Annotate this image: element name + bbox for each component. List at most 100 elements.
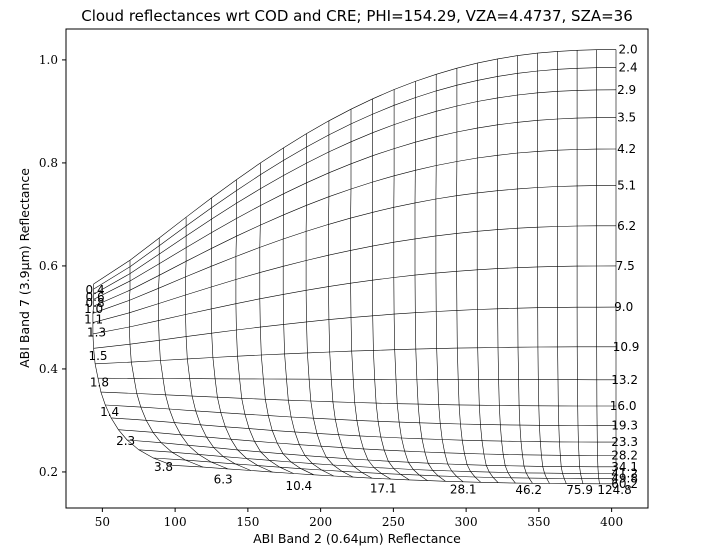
radius-label: 2.9 <box>617 83 636 97</box>
radius-label: 19.3 <box>611 419 638 433</box>
optical-depth-curve <box>372 98 410 481</box>
radius-curve <box>93 117 617 300</box>
radius-curve <box>118 429 616 456</box>
y-axis-label: ABI Band 7 (3.9μm) Reflectance <box>17 168 32 368</box>
radius-label: 28.2 <box>611 448 638 462</box>
x-tick-label: 400 <box>600 515 623 529</box>
radius-label: 9.0 <box>614 300 633 314</box>
radius-label: 60.2 <box>611 477 638 491</box>
optical-depth-curve <box>129 260 204 468</box>
optical-depth-curve <box>393 89 428 481</box>
y-tick-label: 0.4 <box>39 362 58 376</box>
optical-depth-curve <box>596 49 600 484</box>
optical-depth-curve <box>328 120 373 479</box>
optical-depth-curve <box>282 147 334 477</box>
radius-curve <box>153 457 616 479</box>
radius-curve <box>93 306 617 349</box>
optical-depth-curve <box>235 179 294 474</box>
optical-depth-label: 10.4 <box>285 479 312 493</box>
radius-label: 49.8 <box>611 472 638 486</box>
optical-depth-curve <box>557 51 567 484</box>
optical-depth-curve <box>476 63 499 483</box>
x-tick-label: 250 <box>382 515 405 529</box>
optical-depth-curve <box>210 197 273 473</box>
optical-depth-curve <box>456 68 482 483</box>
radius-label: 4.2 <box>617 142 636 156</box>
chart-title: Cloud reflectances wrt COD and CRE; PHI=… <box>81 7 633 25</box>
optical-depth-label: 0.8 <box>86 296 105 310</box>
x-tick-label: 300 <box>455 515 478 529</box>
optical-depth-label: 3.8 <box>154 460 173 474</box>
optical-depth-curve <box>350 109 391 480</box>
radius-curve <box>93 49 617 285</box>
radius-curve <box>95 346 616 365</box>
optical-depth-curve <box>158 238 229 470</box>
optical-depth-curve <box>576 50 584 484</box>
optical-depth-label: 1.4 <box>100 405 119 419</box>
x-tick-label: 200 <box>309 515 332 529</box>
radius-label: 3.5 <box>617 111 636 125</box>
optical-depth-curve <box>305 133 354 478</box>
radius-curve <box>92 225 616 323</box>
optical-depth-label: 75.9 <box>566 483 593 497</box>
y-tick-label: 0.2 <box>39 465 58 479</box>
radius-label: 7.5 <box>616 259 635 273</box>
radius-curve <box>138 449 616 474</box>
y-tick-label: 0.8 <box>39 156 58 170</box>
radius-label: 10.9 <box>613 340 640 354</box>
y-tick-label: 0.6 <box>39 259 58 273</box>
curve-labels: 2.0 2.4 2.9 3.5 4.2 5.1 6.2 7.5 9.0 10.9 13.2 16.0 1… <box>84 43 639 497</box>
radius-label: 2.0 <box>619 43 638 57</box>
radius-label: 34.1 <box>611 460 638 474</box>
radius-curve <box>93 89 617 295</box>
radius-label: 16.0 <box>610 399 637 413</box>
optical-depth-label: 1.3 <box>87 325 106 339</box>
optical-depth-label: 1.8 <box>90 375 109 389</box>
radius-curve <box>172 465 616 485</box>
x-axis-label: ABI Band 2 (0.64μm) Reflectance <box>253 531 461 546</box>
optical-depth-label: 1.0 <box>84 302 103 316</box>
optical-depth-curve <box>185 217 251 471</box>
x-tick-label: 350 <box>527 515 550 529</box>
optical-depth-curve <box>517 55 533 484</box>
radius-curve <box>92 185 616 314</box>
optical-depth-label: 1.5 <box>88 349 107 363</box>
optical-depth-label: 17.1 <box>370 481 397 495</box>
optical-depth-label: 0.6 <box>86 290 105 304</box>
radius-curve <box>100 391 616 407</box>
radius-curve <box>127 439 616 468</box>
radius-curve <box>111 417 616 443</box>
radius-label: 41.2 <box>611 466 638 480</box>
radius-curve <box>97 377 616 381</box>
radius-label: 2.4 <box>619 61 638 75</box>
radius-label: 5.1 <box>617 179 636 193</box>
x-tick-label: 150 <box>236 515 259 529</box>
radius-curve <box>93 148 617 307</box>
x-axis-ticks: 50 100 150 200 250 300 350 400 <box>95 508 623 529</box>
optical-depth-label: 2.3 <box>116 434 135 448</box>
radius-label: 6.2 <box>617 219 636 233</box>
radius-curve <box>93 67 617 290</box>
x-tick-label: 100 <box>164 515 187 529</box>
plot-frame <box>65 28 649 509</box>
x-tick-label: 50 <box>95 515 110 529</box>
radius-curve <box>105 404 616 426</box>
optical-depth-curve <box>537 53 550 484</box>
optical-depth-curve <box>259 163 314 476</box>
radius-label: 13.2 <box>611 373 638 387</box>
mesh-lines <box>92 49 617 485</box>
optical-depth-curve <box>435 74 464 483</box>
y-tick-label: 1.0 <box>39 53 58 67</box>
optical-depth-curve <box>92 284 173 466</box>
optical-depth-label: 28.1 <box>450 482 477 496</box>
optical-depth-label: 0.4 <box>86 283 105 297</box>
optical-depth-label: 124.8 <box>597 483 631 497</box>
optical-depth-label: 1.1 <box>84 312 103 326</box>
optical-depth-curve <box>414 81 446 482</box>
optical-depth-label: 6.3 <box>214 473 233 487</box>
optical-depth-curve <box>497 58 516 484</box>
radius-label: 23.3 <box>611 435 638 449</box>
radius-curve <box>92 265 617 335</box>
y-axis-ticks: 0.2 0.4 0.6 0.8 1.0 <box>39 53 66 479</box>
